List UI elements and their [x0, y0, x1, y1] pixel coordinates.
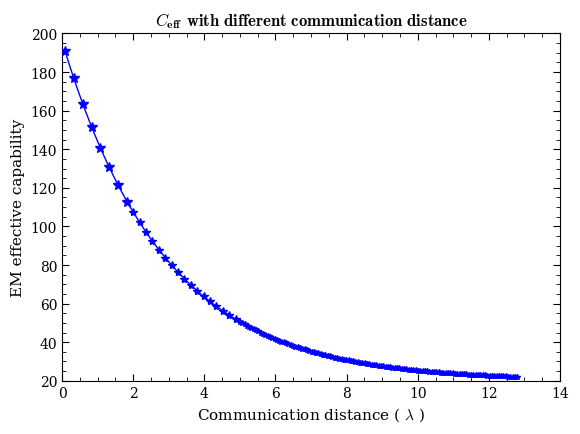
- Y-axis label: EM effective capability: EM effective capability: [11, 119, 25, 296]
- Title: $\mathbf{\mathit{C}_{eff}}$ $\mathbf{with\ different\ communication\ distance}$: $\mathbf{\mathit{C}_{eff}}$ $\mathbf{wit…: [155, 11, 467, 31]
- X-axis label: Communication distance ( $\lambda$ ): Communication distance ( $\lambda$ ): [197, 405, 425, 423]
